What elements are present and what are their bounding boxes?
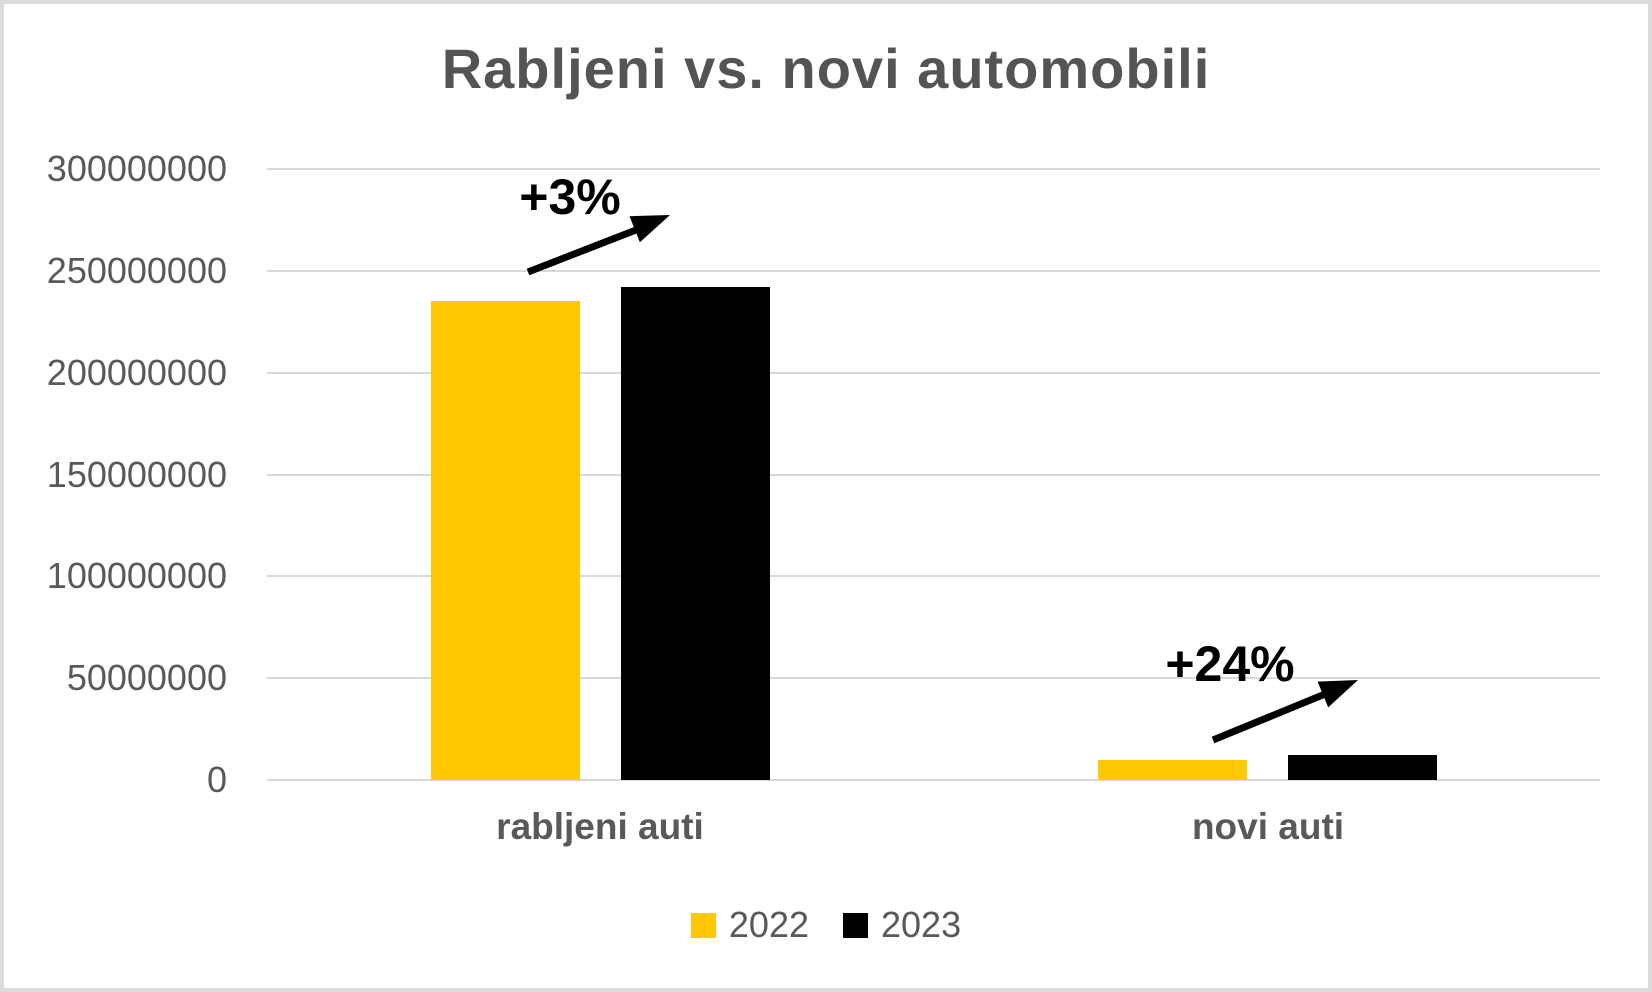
- legend-item-2023: 2023: [843, 904, 961, 946]
- category-label-rabljeni-auti: rabljeni auti: [496, 806, 704, 847]
- legend-item-2022: 2022: [690, 904, 809, 946]
- y-axis-tick-label: 50000000: [66, 657, 227, 699]
- y-axis-tick-label: 150000000: [46, 453, 227, 495]
- growth-arrow-icon: [526, 215, 670, 276]
- chart-legend: 2022 2023: [0, 903, 1652, 947]
- gridline: [267, 473, 1600, 476]
- y-axis-tick-label: 0: [206, 759, 227, 800]
- category-label-novi-auti: novi auti: [1191, 806, 1345, 847]
- legend-swatch-icon: [690, 912, 716, 938]
- chart-title: Rabljeni vs. novi automobili: [441, 37, 1211, 100]
- bar-novi-auti-2023: [1288, 755, 1437, 780]
- gridline: [267, 371, 1600, 374]
- annotation-label-novi: +24%: [1165, 636, 1295, 692]
- gridline: [267, 779, 1600, 781]
- legend-label: 2023: [881, 904, 962, 945]
- y-axis-tick-label: 200000000: [46, 351, 227, 393]
- bar-rabljeni-auti-2023: [621, 287, 770, 780]
- y-axis-tick-label: 100000000: [46, 555, 227, 597]
- annotation-label-rabljeni: +3%: [519, 169, 621, 225]
- gridline: [267, 168, 1600, 170]
- gridline: [267, 269, 1600, 272]
- y-axis-tick-label: 300000000: [46, 148, 227, 189]
- gridline: [267, 677, 1600, 680]
- bar-rabljeni-auti-2022: [431, 301, 580, 780]
- gridline: [267, 575, 1600, 578]
- growth-arrow-icon: [1211, 680, 1358, 744]
- bar-novi-auti-2022: [1098, 760, 1247, 780]
- legend-label: 2022: [728, 904, 809, 945]
- y-axis-tick-label: 250000000: [46, 249, 227, 291]
- legend-swatch-icon: [843, 912, 868, 938]
